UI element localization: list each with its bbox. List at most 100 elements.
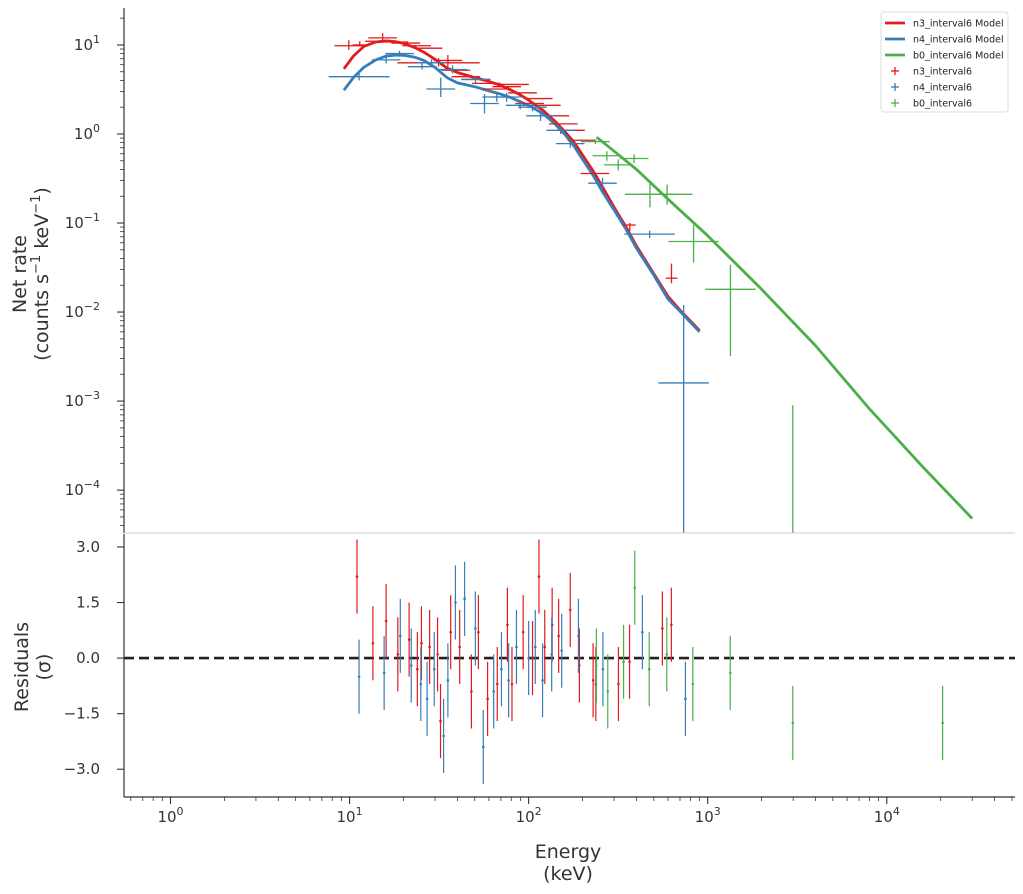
residual-point (661, 591, 664, 666)
bottom-panel: 3.0 1.5 0.0 −1.5 −3.0 (64, 534, 1015, 798)
residual-point (474, 591, 477, 666)
legend-label: n4_interval6 (913, 83, 972, 94)
top-y-tick-label: 100 (74, 122, 100, 143)
top-model-curves (342, 39, 974, 520)
data-point (592, 151, 622, 161)
data-point (792, 405, 794, 533)
residual-point (577, 598, 580, 673)
residual-point (791, 685, 795, 760)
data-point (546, 126, 576, 134)
x-axis-title: Energy (535, 841, 602, 863)
residual-point (647, 632, 651, 707)
residual-point (419, 646, 423, 722)
legend-entry: b0_interval6 (891, 99, 972, 110)
residual-point (382, 635, 386, 710)
residual-point (416, 632, 419, 707)
residual-point (591, 643, 595, 718)
residual-point (537, 539, 541, 614)
residual-point (622, 624, 625, 699)
x-tick-label: 102 (516, 805, 542, 826)
residual-point (449, 595, 452, 670)
bottom-y-axis-unit: (σ) (33, 654, 55, 681)
top-y-tick-label: 10−4 (65, 478, 100, 499)
top-y-tick-label: 10−1 (65, 211, 100, 232)
residual-point (384, 584, 388, 659)
residual-point (432, 632, 436, 707)
residual-point (560, 613, 564, 688)
x-tick-label: 104 (874, 805, 900, 826)
residual-point (495, 646, 499, 722)
residual-point (510, 646, 514, 722)
residual-point (454, 565, 457, 640)
data-point (492, 92, 522, 102)
residual-point (628, 624, 631, 699)
top-y-axis-unit: (counts s−1 keV−1) (29, 187, 53, 361)
legend-label: b0_interval6 (913, 99, 972, 110)
residual-point (515, 609, 518, 685)
data-point (461, 75, 490, 84)
top-panel: 101 100 10−1 10−2 10−3 10−4 (65, 8, 1015, 534)
bottom-y-tick-label: 3.0 (76, 538, 100, 556)
data-point (426, 77, 456, 98)
residual-point (550, 617, 553, 692)
legend-frame (880, 11, 1009, 113)
bottom-y-axis-title: Residuals (11, 622, 33, 712)
residual-point (606, 654, 610, 729)
residual-point (470, 654, 473, 729)
residual-point (436, 617, 439, 692)
residual-point (601, 632, 605, 707)
data-point (622, 223, 636, 232)
bottom-y-tick-label: 0.0 (76, 649, 100, 667)
residual-point (463, 561, 466, 636)
legend-label: n3_interval6 (913, 67, 972, 78)
data-point (385, 50, 414, 57)
top-y-tick-label: 101 (74, 33, 100, 54)
model-curve (595, 136, 974, 520)
data-point (619, 154, 649, 164)
residual-point (492, 654, 495, 729)
residual-point (941, 685, 944, 760)
data-point (624, 230, 675, 238)
x-tick-label: 103 (695, 805, 721, 826)
residual-point (357, 639, 361, 714)
residual-data-points (355, 539, 944, 785)
data-point (658, 305, 709, 533)
residual-point (420, 606, 423, 681)
residual-point (728, 635, 732, 710)
residual-point (486, 661, 489, 736)
residual-point (568, 572, 572, 647)
bottom-y-tick-label: 1.5 (76, 594, 100, 612)
residual-point (428, 609, 431, 685)
residual-point (557, 598, 560, 673)
residual-point (481, 709, 485, 785)
legend-entry: n4_interval6 (891, 83, 972, 94)
residual-point (396, 617, 400, 692)
bottom-y-tick-label: −3.0 (64, 760, 100, 778)
residual-point (398, 598, 402, 673)
x-tick-label: 101 (337, 805, 363, 826)
top-y-axis-title: Net rate (9, 235, 31, 313)
data-point (603, 159, 633, 171)
data-point (555, 139, 585, 148)
data-point (334, 40, 364, 50)
top-axes: 101 100 10−1 10−2 10−3 10−4 (65, 8, 1015, 534)
top-data-points (328, 33, 794, 533)
legend-entry: n4_interval6 Model (885, 35, 1004, 46)
bottom-y-tick-label: −1.5 (64, 705, 100, 723)
data-point (352, 41, 367, 46)
top-y-tick-label: 10−2 (65, 300, 100, 321)
legend-entry: n3_interval6 Model (885, 19, 1004, 30)
x-axis: 100 101 102 103 104 (130, 797, 1013, 826)
residual-point (446, 643, 450, 718)
residual-point (633, 550, 637, 625)
residual-point (595, 628, 598, 703)
residual-point (442, 698, 445, 773)
residual-point (670, 587, 673, 662)
legend-label: n4_interval6 Model (913, 35, 1004, 46)
x-axis-unit: (keV) (543, 863, 593, 885)
data-point (705, 264, 756, 357)
data-point (581, 139, 610, 145)
residual-point (684, 661, 687, 736)
legend: n3_interval6 Model n4_interval6 Model b0_i… (880, 11, 1009, 113)
